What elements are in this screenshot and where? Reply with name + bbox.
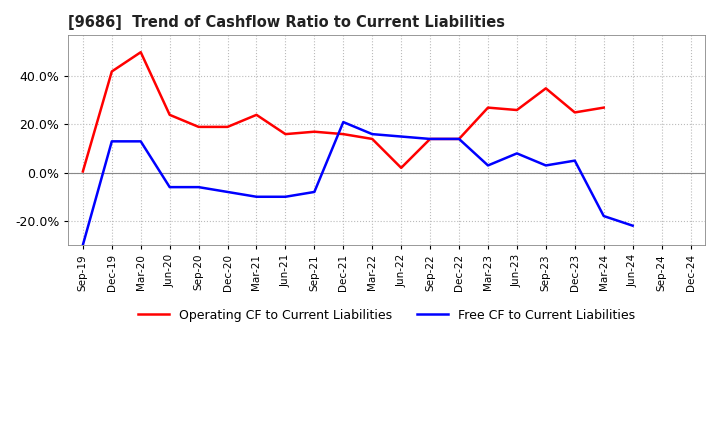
Free CF to Current Liabilities <box>107 139 116 144</box>
Free CF to Current Liabilities <box>136 139 145 144</box>
Operating CF to Current Liabilities <box>541 86 550 91</box>
Line: Operating CF to Current Liabilities: Operating CF to Current Liabilities <box>83 52 604 172</box>
Operating CF to Current Liabilities <box>426 136 434 142</box>
Operating CF to Current Liabilities <box>484 105 492 110</box>
Free CF to Current Liabilities <box>513 151 521 156</box>
Operating CF to Current Liabilities <box>600 105 608 110</box>
Operating CF to Current Liabilities <box>281 132 289 137</box>
Free CF to Current Liabilities <box>397 134 405 139</box>
Free CF to Current Liabilities <box>252 194 261 199</box>
Operating CF to Current Liabilities <box>223 124 232 129</box>
Operating CF to Current Liabilities <box>252 112 261 117</box>
Legend: Operating CF to Current Liabilities, Free CF to Current Liabilities: Operating CF to Current Liabilities, Fre… <box>132 304 641 327</box>
Operating CF to Current Liabilities <box>107 69 116 74</box>
Operating CF to Current Liabilities <box>397 165 405 170</box>
Operating CF to Current Liabilities <box>368 136 377 142</box>
Free CF to Current Liabilities <box>629 223 637 228</box>
Free CF to Current Liabilities <box>281 194 289 199</box>
Operating CF to Current Liabilities <box>310 129 319 134</box>
Operating CF to Current Liabilities <box>455 136 464 142</box>
Text: [9686]  Trend of Cashflow Ratio to Current Liabilities: [9686] Trend of Cashflow Ratio to Curren… <box>68 15 505 30</box>
Free CF to Current Liabilities <box>166 184 174 190</box>
Free CF to Current Liabilities <box>310 189 319 194</box>
Operating CF to Current Liabilities <box>166 112 174 117</box>
Operating CF to Current Liabilities <box>339 132 348 137</box>
Operating CF to Current Liabilities <box>78 169 87 174</box>
Free CF to Current Liabilities <box>78 242 87 248</box>
Free CF to Current Liabilities <box>484 163 492 168</box>
Free CF to Current Liabilities <box>368 132 377 137</box>
Free CF to Current Liabilities <box>600 213 608 219</box>
Free CF to Current Liabilities <box>339 119 348 125</box>
Operating CF to Current Liabilities <box>136 50 145 55</box>
Free CF to Current Liabilities <box>455 136 464 142</box>
Free CF to Current Liabilities <box>194 184 203 190</box>
Operating CF to Current Liabilities <box>570 110 579 115</box>
Operating CF to Current Liabilities <box>513 107 521 113</box>
Line: Free CF to Current Liabilities: Free CF to Current Liabilities <box>83 122 633 245</box>
Free CF to Current Liabilities <box>223 189 232 194</box>
Free CF to Current Liabilities <box>541 163 550 168</box>
Free CF to Current Liabilities <box>570 158 579 163</box>
Operating CF to Current Liabilities <box>194 124 203 129</box>
Free CF to Current Liabilities <box>426 136 434 142</box>
